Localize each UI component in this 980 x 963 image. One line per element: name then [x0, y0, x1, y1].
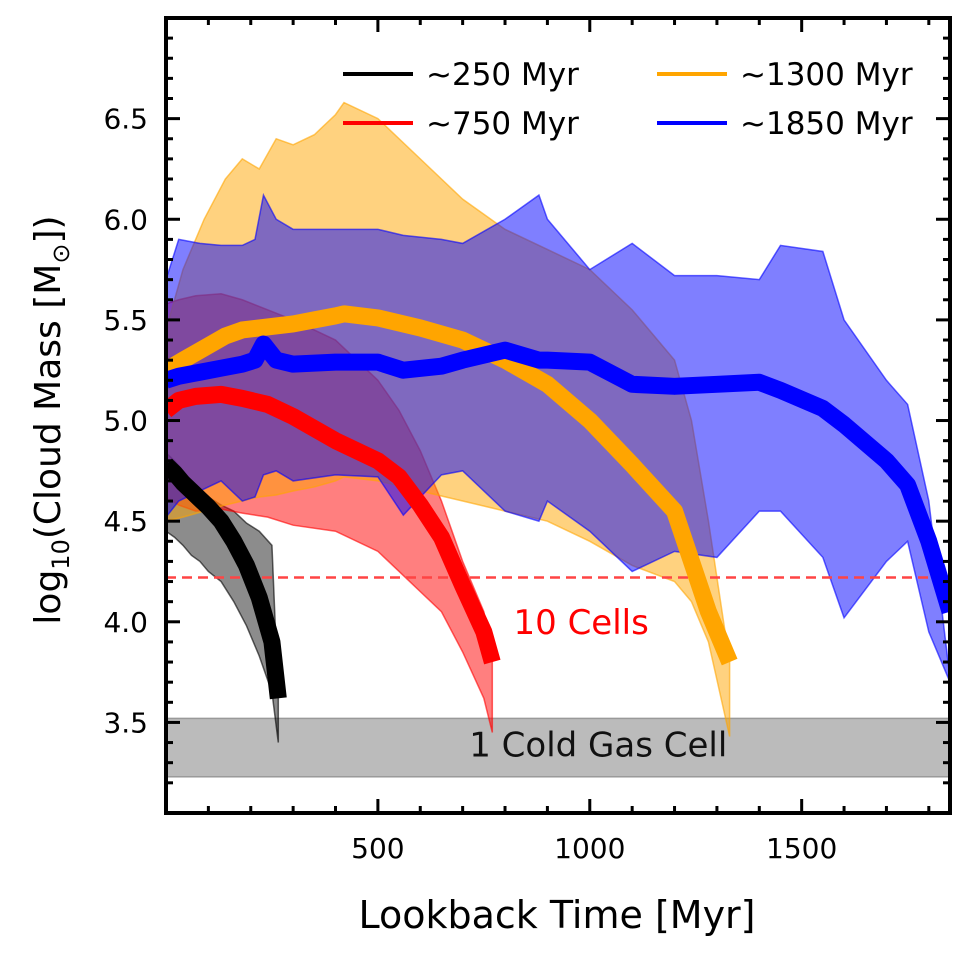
- y-tick-label: 6.5: [103, 103, 148, 136]
- y-tick-label: 4.0: [103, 606, 148, 639]
- ten-cells-label: 10 Cells: [514, 603, 649, 643]
- y-axis-label-suffix: ]): [28, 215, 69, 243]
- legend: ∼250 Myr ∼750 Myr ∼1300 Myr ∼1850 Myr: [343, 57, 913, 142]
- y-axis-label: log10(Cloud Mass [M⊙]): [28, 215, 75, 624]
- median-line-1850-myr: [166, 335, 950, 615]
- legend-label-1850-myr: ∼1850 Myr: [740, 106, 913, 142]
- legend-label-750-myr: ∼750 Myr: [426, 106, 579, 142]
- y-tick-label: 5.5: [103, 304, 148, 337]
- x-tick-label: 500: [351, 832, 404, 865]
- cold-gas-band-label: 1 Cold Gas Cell: [469, 726, 727, 766]
- y-axis-label-middle: (Cloud Mass [M: [28, 264, 69, 540]
- y-tick-label: 3.5: [103, 706, 148, 739]
- plot-frame: [164, 16, 952, 815]
- x-axis-label: Lookback Time [Myr]: [358, 893, 755, 937]
- plot-clip-group: [166, 101, 950, 778]
- y-axis-label-subscript: 10: [47, 539, 75, 570]
- y-tick-label: 4.5: [103, 505, 148, 538]
- x-tick-label: 1000: [554, 832, 625, 865]
- y-axis-label-prefix: log: [28, 570, 69, 625]
- legend-label-250-myr: ∼250 Myr: [426, 57, 579, 93]
- median-line-250-myr: [166, 458, 287, 700]
- y-tick-label: 5.0: [103, 405, 148, 438]
- y-axis-label-symbol: ⊙: [47, 244, 75, 264]
- plot-area: 10 Cells 1 Cold Gas Cell: [166, 101, 950, 778]
- legend-label-1300-myr: ∼1300 Myr: [740, 57, 913, 93]
- cold-gas-band: [166, 717, 950, 778]
- median-line-1300-myr: [166, 305, 738, 666]
- median-line-750-myr: [166, 385, 501, 665]
- axes: 500 1000 1500 3.5 4.0 4.5 5.0 5.5 6.0 6.5: [103, 16, 952, 865]
- y-tick-label: 6.0: [103, 203, 148, 236]
- x-tick-label: 1500: [766, 832, 837, 865]
